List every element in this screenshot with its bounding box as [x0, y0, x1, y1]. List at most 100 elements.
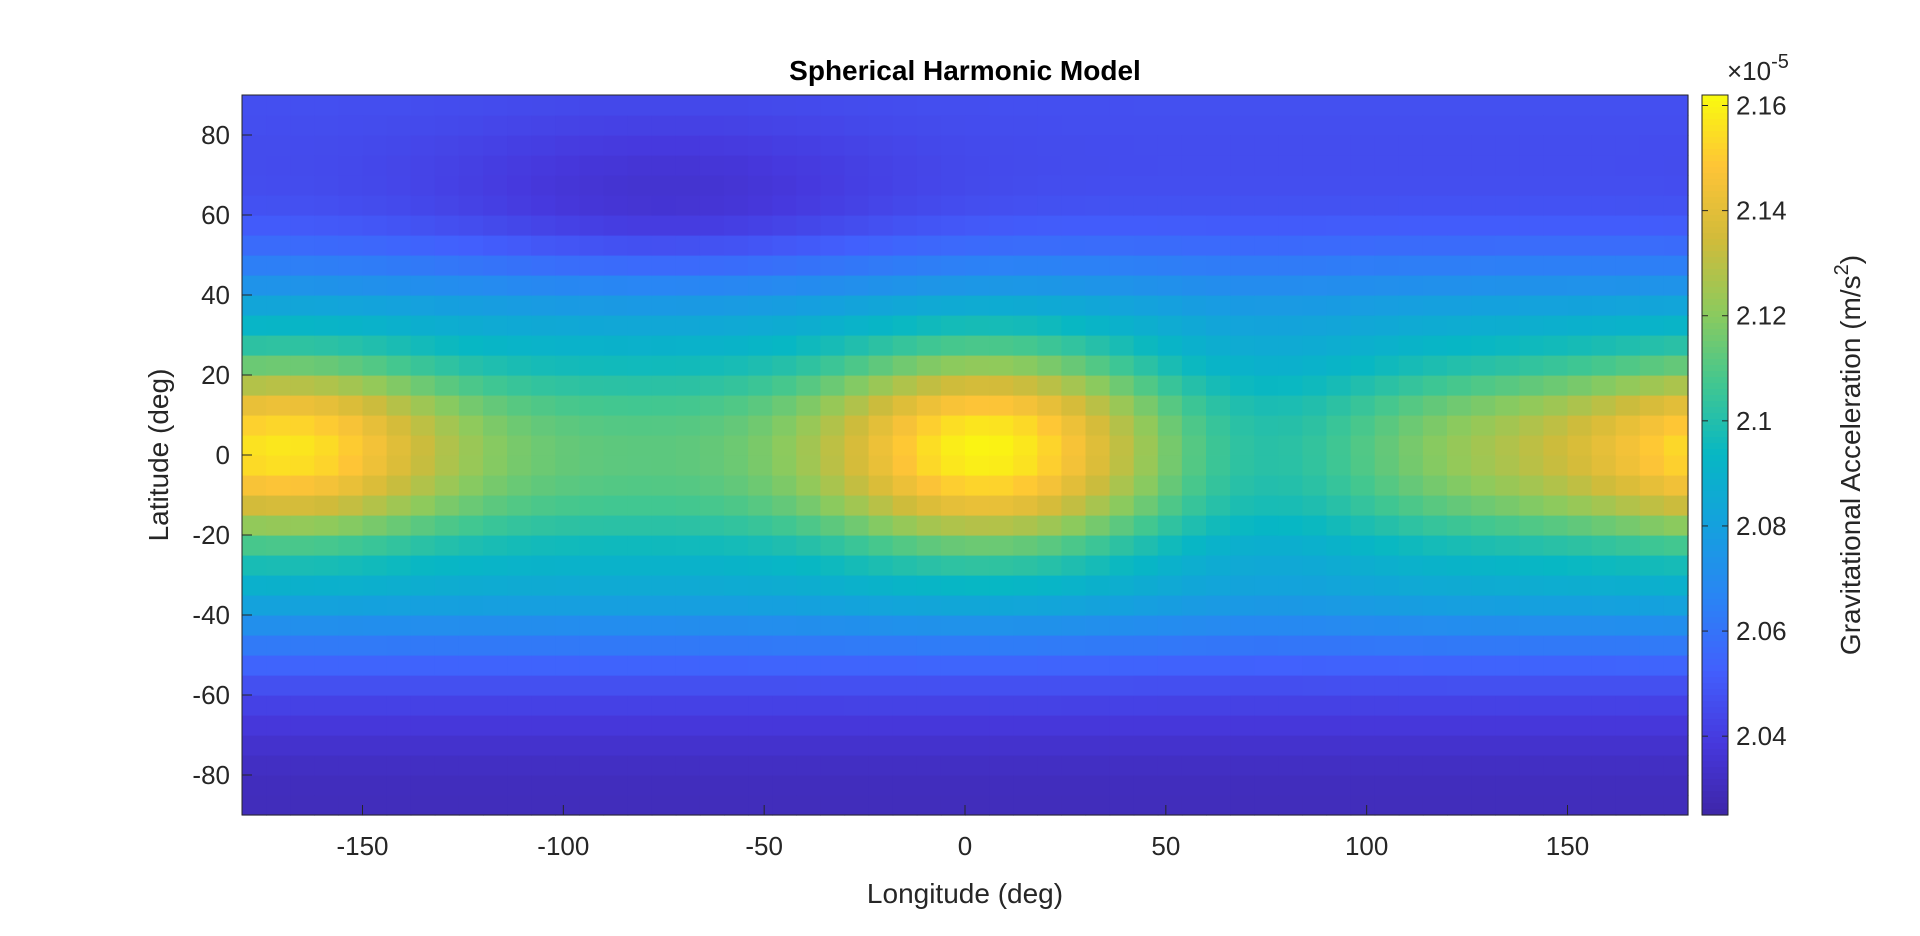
- heatmap-cell: [940, 775, 966, 796]
- heatmap-cell: [1374, 435, 1400, 456]
- heatmap-cell: [458, 335, 484, 356]
- heatmap-cell: [458, 775, 484, 796]
- heatmap-cell: [314, 275, 339, 296]
- heatmap-cell: [579, 395, 605, 416]
- heatmap-cell: [675, 675, 701, 696]
- heatmap-cell: [675, 255, 701, 276]
- heatmap-cell: [1230, 655, 1255, 676]
- colorbar-swatch: [1702, 143, 1728, 150]
- heatmap-cell: [916, 355, 942, 376]
- heatmap-cell: [1639, 155, 1665, 176]
- heatmap-cell: [1302, 475, 1328, 496]
- heatmap-cell: [1350, 535, 1376, 556]
- heatmap-cell: [1206, 635, 1231, 656]
- heatmap-cell: [314, 535, 339, 556]
- heatmap-cell: [410, 535, 436, 556]
- colorbar-swatch: [1702, 809, 1728, 816]
- heatmap-cell: [796, 395, 821, 416]
- heatmap-cell: [266, 195, 291, 216]
- heatmap-cell: [603, 375, 629, 396]
- heatmap-cell: [507, 135, 532, 156]
- heatmap-cell: [1230, 135, 1255, 156]
- heatmap-cell: [892, 235, 918, 256]
- heatmap-cell: [724, 335, 749, 356]
- heatmap-cell: [892, 635, 918, 656]
- heatmap-cell: [868, 135, 894, 156]
- heatmap-cell: [1278, 575, 1303, 596]
- heatmap-cell: [772, 575, 797, 596]
- heatmap-cell: [242, 155, 267, 176]
- x-tick-label: -50: [745, 831, 783, 861]
- colorbar-swatch: [1702, 551, 1728, 558]
- colorbar-swatch: [1702, 335, 1728, 342]
- heatmap-cell: [675, 775, 701, 796]
- heatmap-cell: [1061, 155, 1087, 176]
- heatmap-cell: [1254, 115, 1279, 136]
- heatmap-cell: [1206, 475, 1231, 496]
- heatmap-cell: [796, 475, 821, 496]
- heatmap-cell: [1157, 675, 1183, 696]
- heatmap-cell: [699, 275, 725, 296]
- heatmap-cell: [1037, 655, 1062, 676]
- heatmap-cell: [1350, 195, 1376, 216]
- heatmap-cell: [748, 555, 773, 576]
- heatmap-cell: [242, 735, 267, 756]
- heatmap-cell: [458, 275, 484, 296]
- heatmap-cell: [362, 375, 388, 396]
- heatmap-cell: [603, 155, 629, 176]
- heatmap-cell: [507, 395, 532, 416]
- heatmap-cell: [1085, 735, 1111, 756]
- heatmap-cell: [748, 695, 773, 716]
- heatmap-cell: [458, 515, 484, 536]
- heatmap-cell: [434, 175, 460, 196]
- heatmap-cell: [1447, 675, 1472, 696]
- heatmap-cell: [1278, 215, 1303, 236]
- heatmap-cell: [290, 455, 315, 476]
- heatmap-cell: [1254, 135, 1279, 156]
- heatmap-cell: [1495, 475, 1520, 496]
- heatmap-cell: [627, 695, 653, 716]
- heatmap-cell: [916, 675, 942, 696]
- heatmap-cell: [314, 215, 339, 236]
- heatmap-cell: [1013, 555, 1038, 576]
- colorbar-swatch: [1702, 185, 1728, 192]
- heatmap-cell: [651, 475, 677, 496]
- heatmap-cell: [844, 415, 870, 436]
- heatmap-cell: [627, 355, 653, 376]
- heatmap-cell: [748, 795, 773, 816]
- heatmap-cell: [434, 615, 460, 636]
- heatmap-cell: [1615, 575, 1641, 596]
- heatmap-cell: [1157, 635, 1183, 656]
- heatmap-cell: [386, 575, 412, 596]
- heatmap-cell: [338, 115, 364, 136]
- heatmap-cell: [651, 395, 677, 416]
- heatmap-cell: [1206, 175, 1231, 196]
- heatmap-cell: [820, 715, 846, 736]
- heatmap-cell: [892, 515, 918, 536]
- heatmap-cell: [675, 755, 701, 776]
- heatmap-cell: [1374, 255, 1400, 276]
- heatmap-cell: [338, 555, 364, 576]
- heatmap-cell: [1519, 155, 1544, 176]
- heatmap-cell: [1085, 355, 1111, 376]
- heatmap-cell: [1422, 535, 1448, 556]
- heatmap-cell: [434, 195, 460, 216]
- heatmap-cell: [1350, 575, 1376, 596]
- heatmap-cell: [844, 295, 870, 316]
- heatmap-cell: [1302, 375, 1328, 396]
- heatmap-cell: [772, 695, 797, 716]
- heatmap-cell: [1037, 155, 1062, 176]
- heatmap-cell: [1133, 395, 1159, 416]
- heatmap-cell: [579, 695, 605, 716]
- heatmap-cell: [1085, 215, 1111, 236]
- heatmap-cell: [1374, 755, 1400, 776]
- heatmap-cell: [844, 795, 870, 816]
- heatmap-cell: [434, 755, 460, 776]
- heatmap-cell: [410, 195, 436, 216]
- colorbar-swatch: [1702, 707, 1728, 714]
- heatmap-cell: [820, 375, 846, 396]
- heatmap-cell: [507, 195, 532, 216]
- heatmap-cell: [820, 415, 846, 436]
- heatmap-cell: [844, 675, 870, 696]
- heatmap-cell: [675, 495, 701, 516]
